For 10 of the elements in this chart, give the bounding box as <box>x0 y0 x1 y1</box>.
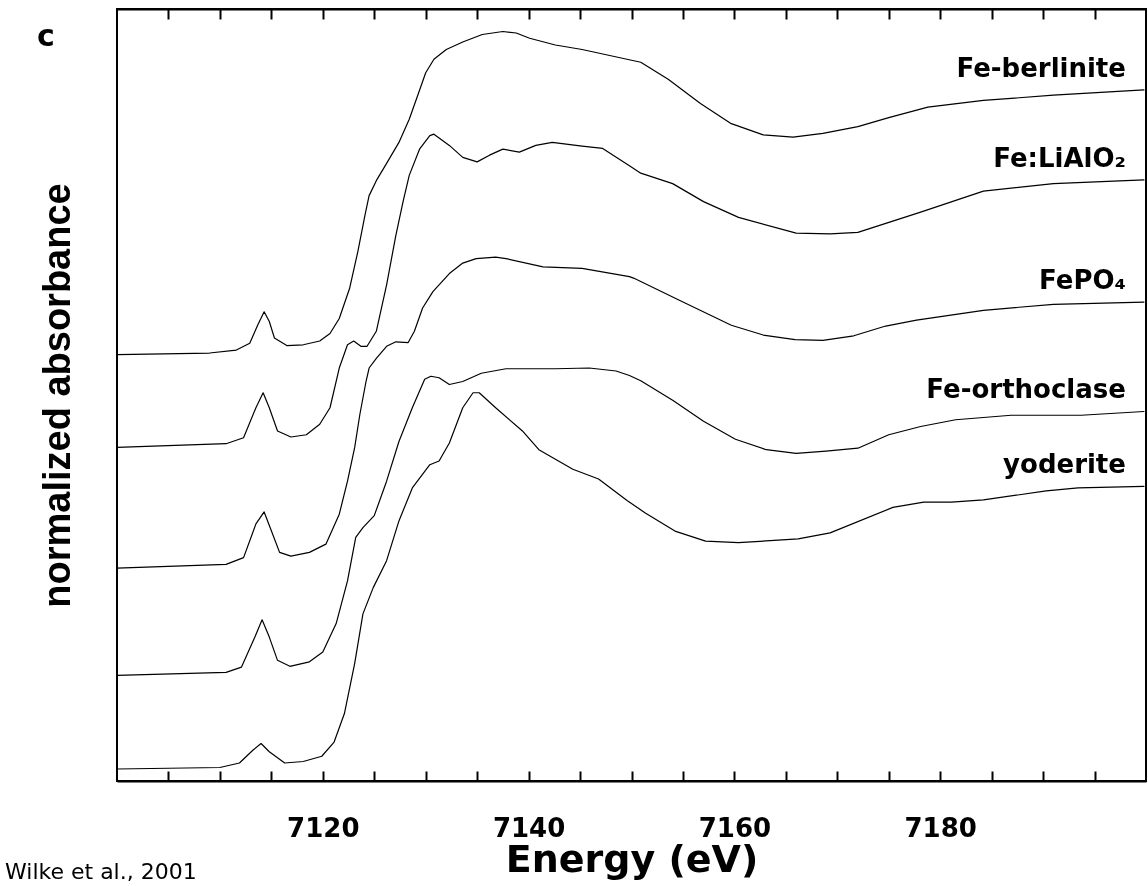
series-label: Fe:LiAlO₂ <box>993 142 1126 173</box>
series-label: FePO₄ <box>1039 265 1126 296</box>
series-label: Fe-orthoclase <box>926 374 1126 405</box>
text: c <box>37 18 55 53</box>
x-tick-label: 7120 <box>287 812 360 843</box>
series-label: Fe-berlinite <box>956 52 1126 83</box>
text: Wilke et al., 2001 <box>5 859 197 884</box>
x-tick-label: 7180 <box>904 812 977 843</box>
y-axis-title: normalized absorbance <box>35 183 78 608</box>
series-label: yoderite <box>1003 449 1126 480</box>
